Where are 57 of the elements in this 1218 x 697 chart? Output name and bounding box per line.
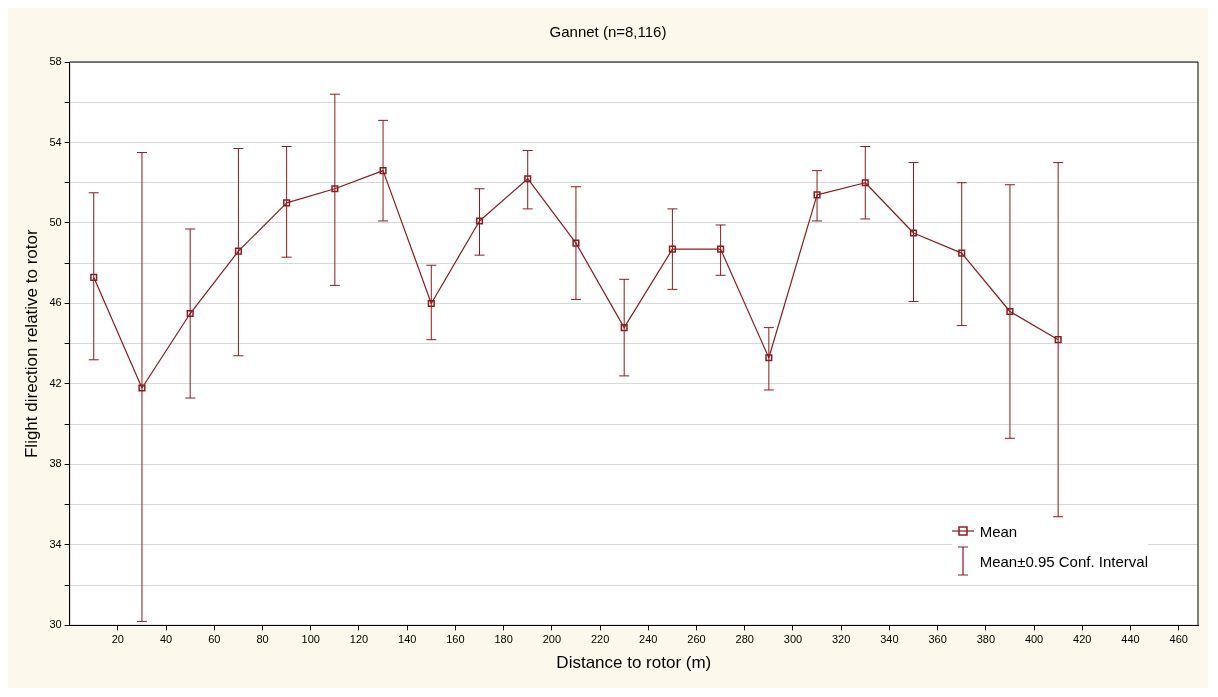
x-tick-label: 80 [256,633,269,646]
x-tick-label: 200 [542,633,562,646]
x-tick-label: 120 [349,633,369,646]
x-tick-label: 220 [590,633,610,646]
x-tick-label: 400 [1024,633,1044,646]
point [138,384,146,392]
y-tick-label: 30 [49,618,62,631]
y-tick-label: 50 [49,216,62,228]
y-tick-label: 34 [49,537,62,550]
x-tick-label: 60 [208,633,221,646]
x-tick-label: 340 [880,633,899,646]
point [475,217,484,225]
x-tick-label: 440 [1121,633,1140,646]
x-tick-label: 100 [301,633,320,646]
x-tick-label: 380 [976,633,996,646]
point [186,309,194,318]
x-tick-label: 240 [639,633,658,646]
point [331,185,339,193]
x-axis-title: Distance to rotor (m) [556,653,712,673]
annotation: Mean±0.95 Conf. Interval [979,552,1148,570]
x-tick-label: 360 [928,633,947,646]
y-axis-title: Flight direction relative to rotor [21,229,41,459]
x-tick-label: 140 [398,633,417,646]
point [958,249,966,257]
x-tick-label: 280 [735,633,754,646]
y-tick-label: 58 [49,55,62,68]
legend-label: Mean [979,522,1018,540]
point [620,324,628,332]
point [1006,307,1014,316]
point [909,229,918,237]
point [427,299,435,308]
point [1054,336,1062,344]
point [765,354,773,362]
y-tick-label: 54 [49,135,62,148]
chart-title: Gannet (n=8,116) [549,23,667,41]
x-tick-label: 160 [446,633,465,646]
x-tick-label: 180 [494,633,513,646]
x-tick-label: 320 [831,633,851,646]
x-tick-label: 40 [159,633,173,646]
y-tick-label: 38 [49,457,62,470]
point [234,247,242,255]
point [379,167,387,175]
x-tick-label: 260 [687,633,706,646]
x-tick-label: 20 [111,633,124,646]
point [668,245,676,253]
x-tick-label: 300 [783,633,803,646]
x-tick-label: 460 [1169,633,1188,646]
x-tick-label: 420 [1073,633,1092,646]
y-tick-label: 42 [49,376,62,389]
y-tick-label: 46 [49,296,62,309]
point [90,273,98,281]
point [813,191,821,199]
point [861,179,869,187]
point [283,199,291,207]
point [572,239,580,247]
point [717,245,725,253]
point [524,175,532,183]
